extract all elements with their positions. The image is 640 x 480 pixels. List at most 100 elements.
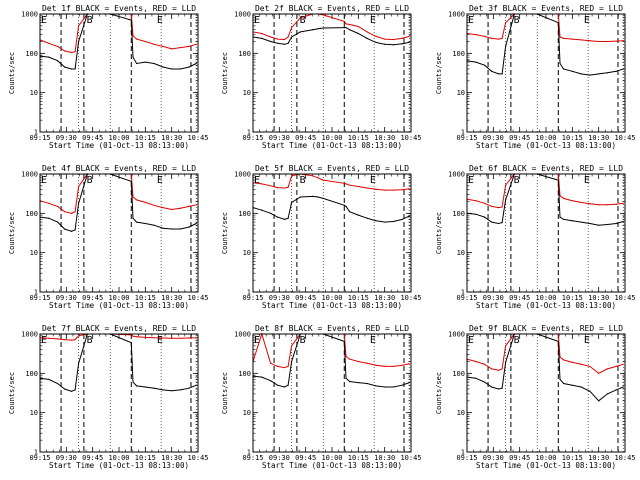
time-marker-label: B [514,15,520,26]
plot-frame [39,13,199,133]
events-series-point [498,73,500,75]
x-tick-label: 10:00 [321,454,342,462]
events-series-point [475,213,477,215]
events-series-point [580,386,582,388]
events-series-point [132,217,134,219]
x-tick-label: 10:30 [374,294,395,302]
lld-series-point [408,188,410,190]
y-axis-label: Counts/sec [221,372,229,414]
plot-frame [39,173,199,293]
events-series-point [312,29,314,31]
lld-series-point [179,337,182,339]
lld-series-point [299,17,301,19]
panel-title: Det 7f BLACK = Events, RED = LLD [42,324,196,333]
lld-series-point [392,38,395,41]
events-series-point [490,221,493,223]
events-series-point [179,68,182,70]
lld-series-point [269,185,272,187]
lld-series-point [63,211,66,213]
lld-series-point [269,362,272,364]
lld-series-point [179,207,182,209]
x-tick-label: 09:45 [82,454,103,462]
lld-series-point [261,32,263,35]
lld-series-point [606,40,609,43]
lld-series-point [276,38,279,40]
lld-series-point [135,336,138,338]
lld-series-point [56,45,59,48]
events-series-point [606,393,609,395]
time-marker-label: E [41,335,47,346]
y-axis-label: Counts/sec [435,52,443,94]
lld-series-point [74,339,76,341]
events-series-point [501,222,503,224]
lld-series-point [195,204,197,206]
panel-title: Det 6f BLACK = Events, RED = LLD [469,164,623,173]
lld-series-point [505,345,507,347]
y-tick-label: 10 [30,409,38,417]
time-marker-label: E [157,15,163,26]
events-series-point [299,31,301,33]
time-marker-label: E [584,175,590,186]
events-series-point [162,66,164,68]
lld-series-point [63,339,66,341]
events-series-point [195,384,197,386]
lld-series-point [501,37,503,39]
events-series-point [74,68,76,70]
lld-series-point [490,205,493,208]
events-series-point [505,199,507,201]
time-marker-label: B [87,15,93,26]
lld-series-point [284,187,286,189]
lld-series-point [615,203,617,205]
lld-series-point [153,337,155,339]
events-series-point [589,74,591,76]
events-series-point [384,43,386,45]
events-series-point [615,70,617,72]
y-tick-label: 10 [243,409,251,417]
x-tick-label: 09:30 [269,134,290,142]
events-series-point [598,400,600,402]
x-tick-label: 10:15 [348,454,369,462]
panel-title: Det 4f BLACK = Events, RED = LLD [42,164,196,173]
events-series-point [408,215,410,217]
x-tick-label: 10:15 [135,134,156,142]
lld-series-point [171,48,173,50]
lld-series-point [580,201,582,203]
x-tick-label: 09:45 [82,294,103,302]
lld-series-point [357,185,359,188]
events-series-point [71,390,73,392]
x-tick-label: 10:15 [562,134,583,142]
events-series-point [317,196,319,198]
lld-series-point [562,359,565,361]
events-series-point [48,56,50,58]
events-series-point [343,27,345,29]
lld-series-point [622,40,624,42]
x-tick-label: 10:45 [614,294,635,302]
events-series-point [562,218,565,221]
y-axis-label: Counts/sec [221,52,229,94]
events-series-point [483,64,486,66]
events-series-point [74,389,76,391]
lld-series-point [56,205,59,208]
lld-series-point [392,365,395,368]
events-series-point [483,216,486,218]
y-tick-label: 1 [461,129,465,137]
lld-series-point [179,46,182,49]
time-marker-label: B [514,335,520,346]
x-tick-label: 10:00 [108,294,129,302]
x-tick-label: 09:15 [456,294,477,302]
lld-series-point [56,338,59,340]
y-tick-label: 1000 [21,171,38,179]
x-axis-label: Start Time (01-Oct-13 08:13:00) [476,461,616,470]
x-tick-label: 10:15 [135,294,156,302]
time-marker-label: E [157,175,163,186]
lld-series-point [276,365,279,368]
y-tick-label: 1000 [234,171,251,179]
y-tick-label: 100 [25,210,38,218]
lld-series-point [153,43,155,45]
x-tick-label: 10:00 [535,294,556,302]
events-series-point [580,221,582,223]
lld-series-point [348,184,351,186]
events-series-point [475,377,477,379]
events-series-point [317,28,319,30]
